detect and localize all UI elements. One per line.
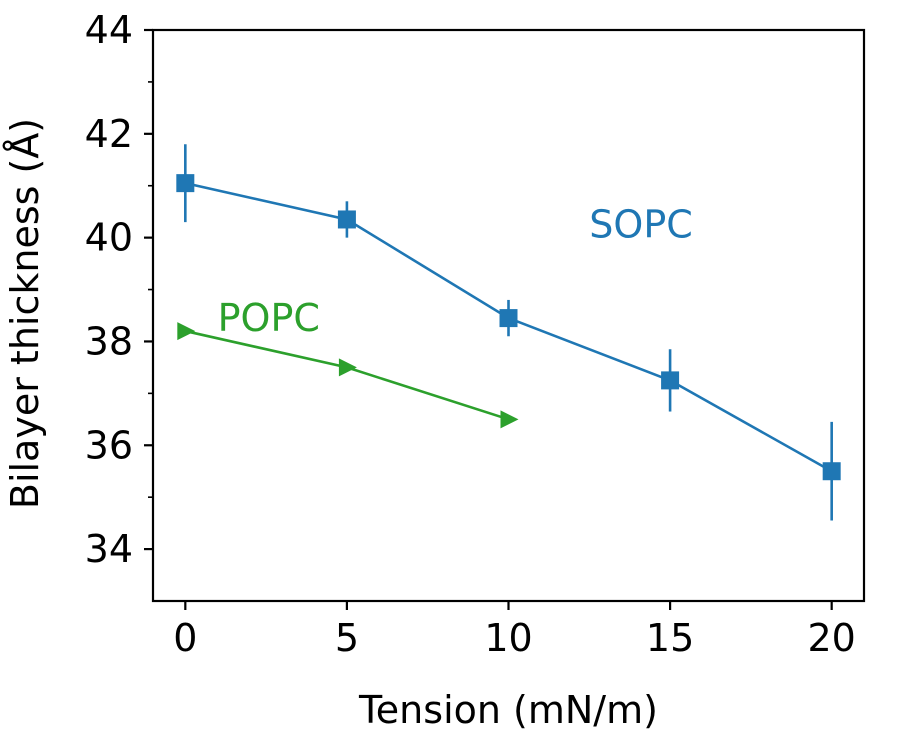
- plot-area: [176, 144, 841, 521]
- series-sopc: [176, 144, 841, 521]
- series-popc: [177, 322, 519, 429]
- y-tick-label: 36: [85, 423, 133, 467]
- x-tick-label: 15: [646, 616, 694, 660]
- data-point: [822, 462, 841, 481]
- x-tick-label: 5: [335, 616, 359, 660]
- x-tick-label: 10: [484, 616, 532, 660]
- x-tick-label: 0: [173, 616, 197, 660]
- x-axis-ticks: 0 5 10 15 20: [173, 601, 856, 660]
- data-point: [499, 309, 518, 328]
- series-label-popc: POPC: [218, 296, 320, 340]
- y-tick-label: 42: [85, 112, 133, 156]
- series-label-sopc: SOPC: [589, 203, 692, 247]
- data-point: [177, 322, 196, 341]
- series-annotations: SOPC POPC: [218, 203, 693, 340]
- y-tick-label: 38: [85, 319, 133, 363]
- x-tick-label: 20: [808, 616, 856, 660]
- data-point: [176, 174, 195, 193]
- data-point: [500, 410, 519, 429]
- y-tick-label: 40: [85, 216, 133, 260]
- data-point: [337, 210, 356, 229]
- y-axis-ticks: 34 36 38 40 42 44: [85, 8, 153, 571]
- y-axis-title: Bilayer thickness (Å): [3, 118, 47, 509]
- data-point: [661, 371, 680, 390]
- y-tick-label: 34: [85, 527, 133, 571]
- y-tick-label: 44: [85, 8, 133, 52]
- x-axis-title: Tension (mN/m): [358, 688, 658, 732]
- data-point: [338, 358, 357, 377]
